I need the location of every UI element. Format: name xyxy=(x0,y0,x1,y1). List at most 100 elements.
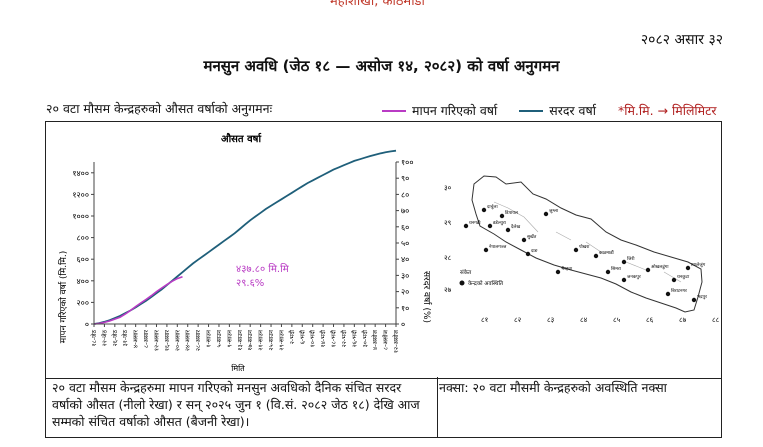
station-dot xyxy=(487,223,493,229)
nepal-outline xyxy=(471,175,703,313)
x-tick-label: २६-भदौ xyxy=(350,330,358,348)
x-tick-label: २१-साउन xyxy=(258,329,265,350)
station-label: दैलेख xyxy=(511,223,520,230)
x-tick-label: १६-असार xyxy=(164,329,171,351)
map-caption: नक्सा: २० वटा मौसमी केन्द्रहरुको अवस्थित… xyxy=(436,377,722,438)
y-tick-label-left: २०० xyxy=(77,298,89,307)
annotation-percent: २९.६% xyxy=(236,278,264,289)
rainfall-chart: औसत वर्षा ० २०० ४०० ६०० ८०० १००० १२०० १४०० ० १० २… xyxy=(46,122,437,378)
x-tick-label: १०-भदौ xyxy=(309,330,317,348)
y-axis-right-label: सरदर वर्षा (%) xyxy=(421,271,433,323)
x-tick-label: २२-जेठ xyxy=(100,329,108,346)
station-dot xyxy=(543,211,549,217)
x-tick-label: ४-असोज xyxy=(371,329,379,349)
station-dot xyxy=(481,207,487,213)
measured-rainfall-line xyxy=(93,275,183,325)
x-tick-label: २६-जेठ xyxy=(111,329,119,346)
station-label: सुर्खेत xyxy=(527,233,537,240)
y-tick-label-right: १०० xyxy=(401,158,413,167)
station-label: जुम्ला xyxy=(549,209,559,214)
y-tick-label-right: ५० xyxy=(401,239,409,248)
y-tick-label-right: ८० xyxy=(401,190,409,199)
station-dot xyxy=(521,237,527,243)
station-label: धनकुटा xyxy=(677,275,690,280)
station-label: डडेल्धुरा xyxy=(492,219,507,226)
map-lon-label: ८१ xyxy=(481,316,488,324)
legend-station-dot xyxy=(459,280,465,286)
station-dot xyxy=(593,253,599,259)
map-lon-label: ८२ xyxy=(514,316,522,324)
map-lon-label: ८४ xyxy=(580,316,588,324)
map-panel: दार्चुला डिपायल जुम्ला धनगढी सुर्खेत दैलेख नेप… xyxy=(436,121,722,379)
x-tick-label: १-साउन xyxy=(206,329,213,347)
y-tick-label-right: ३० xyxy=(401,271,409,280)
station-dot xyxy=(573,247,579,253)
x-tick-label: २४-असार xyxy=(185,329,192,351)
map-lat-label: २७ xyxy=(444,286,452,294)
station-label: पोखरा xyxy=(579,243,590,250)
x-tick-label: ४-असार xyxy=(133,329,140,347)
station-dot xyxy=(645,267,651,273)
map-legend-item: केन्द्रको अवस्थिति xyxy=(468,280,504,287)
station-label: सिमरा xyxy=(611,265,622,272)
normal-rainfall-line xyxy=(93,149,397,325)
x-tick-label: ६-भदौ xyxy=(298,330,306,345)
nepal-station-map: दार्चुला डिपायल जुम्ला धनगढी सुर्खेत दैलेख नेप… xyxy=(436,122,721,378)
station-label: जिरी xyxy=(627,255,635,262)
x-tick-label: १२-असोज xyxy=(392,329,400,353)
map-legend-title: संकेत xyxy=(460,269,472,276)
normal-legend-swatch xyxy=(519,109,544,112)
normal-legend-label: सरदर वर्षा xyxy=(549,103,596,118)
x-tick-label: ८-असोज xyxy=(382,329,390,349)
y-tick-label-right: ४० xyxy=(401,255,409,264)
station-label: ओखलढुंगा xyxy=(651,263,669,270)
x-tick-label: १८-जेठ xyxy=(90,329,98,346)
chart-legend: मापन गरिएको वर्षा सरदर वर्षा *मि.मि. → म… xyxy=(382,102,717,119)
station-label: दार्चुला xyxy=(487,203,498,210)
measured-legend-label: मापन गरिएको वर्षा xyxy=(412,103,498,118)
station-dot xyxy=(691,297,697,303)
station-dot xyxy=(505,227,511,233)
station-dot xyxy=(685,265,691,271)
station-dot xyxy=(665,291,671,297)
y-tick-label-right: ७० xyxy=(401,207,409,216)
station-label: ताप्लेजुंग xyxy=(691,261,706,268)
map-lon-label: ८६ xyxy=(646,316,654,324)
x-tick-label: ३१-जेठ xyxy=(121,329,129,346)
x-tick-label: २-भदौ xyxy=(288,330,296,345)
station-label: बिराटनगर xyxy=(671,287,687,294)
y-axis-left-label: मापन गरिएको वर्षा (मि.मि.) xyxy=(57,251,69,343)
x-tick-label: ३०-भदौ xyxy=(361,330,369,348)
x-tick-label: २२-भदौ xyxy=(340,330,348,348)
station-label: जनकपुर xyxy=(627,275,641,280)
y-tick-label-left: ४०० xyxy=(77,277,89,286)
x-tick-label: १३-साउन xyxy=(237,329,244,350)
station-dot xyxy=(671,277,677,283)
x-tick-label: २८-असार xyxy=(195,329,202,351)
report-title: मनसुन अवधि (जेठ १८ — असोज १४, २०८२) को व… xyxy=(203,57,560,75)
x-tick-label: १४-भदौ xyxy=(319,330,327,348)
intro-text: २० वटा मौसम केन्द्रहरुको औसत वर्षाको अनु… xyxy=(46,101,273,116)
x-tick-label: २५-साउन xyxy=(268,329,275,350)
map-lat-label: ३० xyxy=(444,184,452,192)
station-dot xyxy=(555,269,561,275)
station-label: डिपायल xyxy=(505,209,519,216)
y-tick-label-right: ६० xyxy=(401,223,409,232)
x-tick-label: ५-साउन xyxy=(216,329,223,347)
y-tick-label-right: ९० xyxy=(401,174,409,183)
x-tick-label: २९-साउन xyxy=(278,329,285,350)
map-lon-label: ८५ xyxy=(613,316,621,324)
chart-panel: औसत वर्षा ० २०० ४०० ६०० ८०० १००० १२०० १४०० ० १० २… xyxy=(45,121,438,379)
station-dot xyxy=(621,259,627,265)
x-axis-label: मिति xyxy=(231,363,245,373)
y-tick-label-right: २० xyxy=(401,288,409,297)
station-dot xyxy=(463,223,469,229)
station-dot xyxy=(499,213,505,219)
map-lat-label: २९ xyxy=(444,219,452,227)
x-tick-label: २०-असार xyxy=(174,329,181,351)
unit-note: *मि.मि. → मिलिमिटर xyxy=(617,103,717,118)
y-tick-label-left: ० xyxy=(85,320,89,329)
station-label: धनगढी xyxy=(469,219,481,226)
y-tick-label-right: ० xyxy=(401,320,405,329)
station-label: नेपालगञ्ज xyxy=(489,243,507,250)
